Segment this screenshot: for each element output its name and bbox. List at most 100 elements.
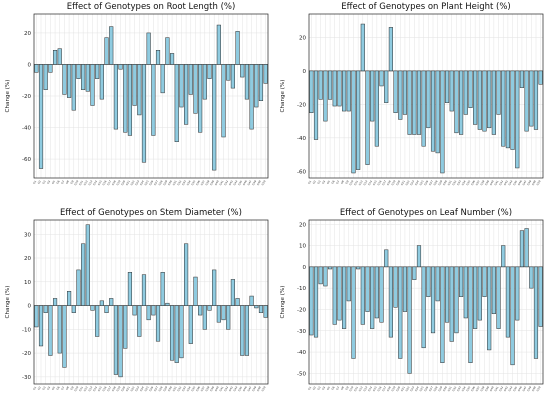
bar-G43 <box>230 64 235 89</box>
bar-G2 <box>38 305 44 347</box>
bar-G14 <box>95 305 100 337</box>
x-tick-label: G29 <box>162 179 168 186</box>
y-tick-label: -20 <box>297 102 306 108</box>
bar-G42 <box>501 70 506 147</box>
bar-G18 <box>388 27 393 72</box>
plot-frame <box>33 13 269 179</box>
bar-G45 <box>240 64 245 78</box>
x-tick-label: G22 <box>129 385 135 392</box>
x-tick-label: G31 <box>171 179 177 186</box>
x-tick-label: G40 <box>489 385 495 392</box>
bar-G5 <box>52 50 58 65</box>
bar-G49 <box>258 305 264 313</box>
bar-G30 <box>444 266 450 323</box>
x-tick-label: G12 <box>358 385 364 392</box>
x-tick-label: G22 <box>404 385 410 392</box>
bar-G15 <box>374 70 379 147</box>
bar-G26 <box>426 70 431 129</box>
x-tick-label: G15 <box>372 385 378 392</box>
x-tick-label: G25 <box>143 179 149 186</box>
chart-title: Effect of Genotypes on Leaf Number (%) <box>340 208 512 218</box>
bar-G24 <box>416 70 422 135</box>
bar-G38 <box>207 305 212 311</box>
bar-G44 <box>235 298 240 306</box>
bar-G46 <box>244 305 250 356</box>
bar-G44 <box>235 31 240 65</box>
bar-G6 <box>57 305 62 354</box>
bar-G36 <box>473 70 478 125</box>
x-tick-label: G17 <box>381 179 387 186</box>
bar-G34 <box>188 64 193 95</box>
x-tick-label: G41 <box>218 385 224 392</box>
x-tick-label: G8 <box>340 385 345 390</box>
x-tick-label: G23 <box>409 385 415 392</box>
bar-G24 <box>141 64 147 163</box>
bar-G27 <box>155 50 161 65</box>
x-tick-label: G3 <box>316 179 321 184</box>
x-tick-label: G14 <box>92 385 98 392</box>
x-tick-label: G46 <box>242 179 248 186</box>
bar-G33 <box>459 70 464 135</box>
bar-G24 <box>141 274 147 306</box>
x-tick-label: G36 <box>470 385 476 392</box>
bar-G50 <box>263 64 268 84</box>
bar-G22 <box>132 64 137 106</box>
x-tick-label: G11 <box>353 385 359 392</box>
bar-G9 <box>346 266 351 302</box>
bar-G18 <box>113 64 118 130</box>
bar-G48 <box>254 64 259 108</box>
x-tick-label: G23 <box>134 179 140 186</box>
x-tick-label: G44 <box>507 179 513 186</box>
x-tick-label: G29 <box>162 385 168 392</box>
bar-G25 <box>146 32 151 65</box>
x-tick-label: G20 <box>120 179 126 186</box>
bar-G44 <box>510 266 515 366</box>
bar-G6 <box>332 266 337 325</box>
x-tick-label: G19 <box>115 385 121 392</box>
bar-G14 <box>370 70 375 122</box>
x-tick-label: G32 <box>451 179 457 186</box>
x-tick-label: G21 <box>400 179 406 186</box>
x-tick-label: G38 <box>204 179 210 186</box>
x-tick-label: G49 <box>256 179 262 186</box>
x-tick-label: G33 <box>181 385 187 392</box>
x-tick-label: G41 <box>218 179 224 186</box>
chart-title: Effect of Genotypes on Root Length (%) <box>67 2 236 12</box>
x-tick-label: G26 <box>423 179 429 186</box>
x-tick-label: G37 <box>200 179 206 186</box>
bar-G15 <box>99 300 104 306</box>
x-tick-label: G17 <box>106 179 112 186</box>
x-tick-label: G49 <box>531 179 537 186</box>
bar-G23 <box>137 305 142 337</box>
x-tick-label: G32 <box>176 385 182 392</box>
bar-G30 <box>169 305 175 361</box>
bar-G38 <box>482 70 487 132</box>
x-tick-label: G31 <box>171 385 177 392</box>
bar-G27 <box>430 70 436 152</box>
chart-svg: -30 -20 -10 0 10 20 30 G1 G2 G3 G4 G5 G6 G7 G8 G9 G10 G11… <box>5 208 269 392</box>
x-tick-label: G7 <box>335 385 340 390</box>
bar-G37 <box>477 70 482 130</box>
x-tick-label: G48 <box>526 179 532 186</box>
y-tick-label: -20 <box>297 307 306 313</box>
chart-panel-4: -50 -40 -30 -20 -10 0 10 20 G1 G2 G3 G4 G5 G6 G7 G8 G9 G1… <box>275 206 550 412</box>
x-tick-label: G30 <box>167 179 173 186</box>
bar-G50 <box>538 70 543 85</box>
x-tick-label: G36 <box>195 385 201 392</box>
x-tick-label: G8 <box>65 385 70 390</box>
bar-G23 <box>412 70 417 135</box>
bar-G41 <box>221 305 226 321</box>
bar-G48 <box>529 70 534 127</box>
bar-G49 <box>258 64 264 101</box>
y-tick-label: -20 <box>22 94 31 100</box>
x-tick-label: G35 <box>190 179 196 186</box>
x-tick-label: G41 <box>493 179 499 186</box>
x-tick-label: G27 <box>153 385 159 392</box>
x-tick-label: G48 <box>251 385 257 392</box>
x-tick-label: G32 <box>176 179 182 186</box>
x-tick-label: G38 <box>479 385 485 392</box>
bar-G42 <box>226 305 231 330</box>
x-tick-label: G5 <box>51 179 56 184</box>
x-tick-label: G35 <box>190 385 196 392</box>
x-tick-label: G18 <box>111 179 117 186</box>
